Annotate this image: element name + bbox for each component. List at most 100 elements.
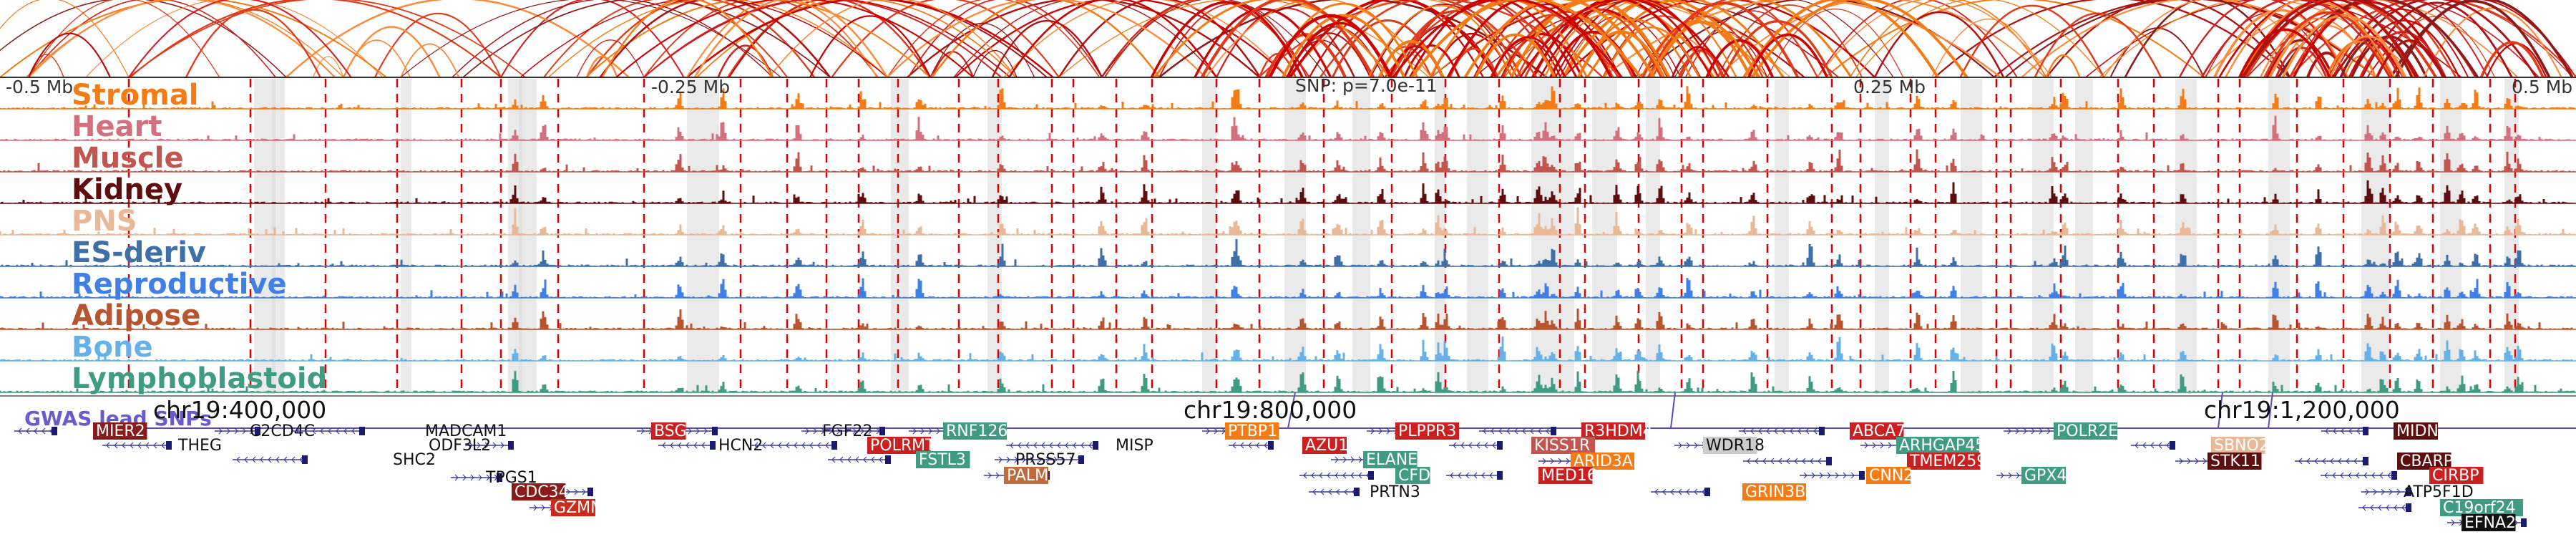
chromatin-arc — [1722, 20, 1833, 78]
signal-track-lymphoblastoid — [0, 370, 2576, 393]
highlight-band — [272, 79, 285, 394]
chromatin-arc — [1934, 0, 2290, 78]
chromatin-arc — [343, 39, 411, 78]
chromatin-arc — [0, 0, 130, 78]
chromatin-arc — [28, 0, 220, 78]
chromatin-arc — [185, 9, 321, 78]
gene-label: WDR18 — [1706, 437, 1765, 455]
signal-peaks — [0, 337, 2575, 361]
signal-peaks — [0, 149, 2575, 172]
strand-arrows — [236, 456, 303, 463]
chromatin-arc — [1649, 21, 1759, 78]
gene-label: RNF126 — [946, 422, 1008, 440]
strand-arrows — [1483, 427, 1550, 435]
chromatin-arc — [1205, 0, 1432, 78]
track-label-kidney: Kidney — [72, 173, 182, 206]
chromatin-arc — [2203, 0, 2519, 78]
chromatin-arc — [1491, 36, 1566, 78]
gene-label: POLR2E — [2057, 422, 2118, 440]
highlight-band — [1961, 79, 1982, 394]
gene-label: PALM — [1007, 467, 1048, 485]
chromatin-arc — [953, 0, 1217, 78]
strand-arrows — [1450, 472, 1501, 479]
gene-label-box — [1866, 467, 1911, 484]
highlight-band — [1646, 79, 1660, 394]
chromatin-arc — [519, 0, 888, 78]
gene-label: THEG — [177, 437, 222, 455]
gene-label-box — [2440, 499, 2523, 516]
gene-rnf126: RNF126 — [909, 422, 1008, 440]
highlight-band — [519, 79, 537, 394]
chromatin-arc — [585, 0, 931, 78]
chromatin-arc — [1586, 0, 1785, 78]
chromatin-arc — [686, 0, 1054, 78]
highlight-band — [1531, 79, 1574, 394]
gene-exon — [1819, 427, 1825, 435]
strand-arrows — [2298, 458, 2366, 465]
chromatin-arc — [1873, 11, 2005, 78]
gene-label: MIDN — [2396, 422, 2439, 440]
strand-arrows — [2325, 427, 2368, 435]
strand-arrows — [106, 442, 165, 449]
gene-label: PRTN3 — [1370, 483, 1420, 501]
chromatin-arc — [1101, 0, 1328, 78]
signal-peaks — [0, 207, 2575, 235]
coord-label-1: chr19:400,000 — [153, 396, 326, 424]
snp-pvalue-label: SNP: p=7.0e-11 — [1295, 75, 1438, 96]
gene-exon — [1551, 427, 1556, 435]
gene-label: ATP5F1D — [2404, 483, 2474, 501]
gene-exon — [710, 441, 716, 450]
chromatin-arc — [696, 0, 1017, 78]
gene-exon — [255, 427, 260, 435]
gene-label-box — [2021, 467, 2066, 484]
chromatin-arc — [548, 0, 888, 78]
chromatin-arc — [2479, 41, 2545, 78]
track-label-heart: Heart — [72, 110, 162, 143]
gwas-snp-tick — [1287, 392, 1296, 429]
gene-exon — [885, 455, 891, 464]
chromatin-arc — [1824, 0, 2205, 78]
gene-exon — [166, 441, 172, 450]
chromatin-arc — [1392, 0, 1623, 78]
strand-arrows — [2135, 442, 2170, 449]
signal-peaks — [0, 115, 2575, 140]
highlight-band — [401, 79, 411, 394]
chromatin-arc — [2034, 12, 2162, 78]
gene-label: FSTL3 — [919, 451, 966, 469]
signal-peaks — [0, 180, 2575, 203]
coord-label-3: chr19:1,200,000 — [2204, 396, 2400, 424]
chromatin-arc — [2200, 0, 2391, 78]
chromatin-arc — [1742, 0, 1939, 79]
gene-exon — [1826, 457, 1832, 465]
signal-track-reproductive — [0, 278, 2576, 299]
chromatin-arc — [1519, 0, 1730, 78]
gene-label-box — [1742, 483, 1806, 500]
strand-arrows — [1232, 442, 1268, 449]
gene-theg: THEG — [102, 437, 222, 455]
gwas-snp-tick — [1670, 392, 1676, 429]
gene-atp5f1d: ATP5F1D — [2361, 483, 2474, 501]
gene-label: EFNA2 — [2464, 514, 2516, 532]
strand-arrows — [1312, 488, 1356, 495]
gene-arhgap45: ARHGAP45 — [1860, 437, 1985, 455]
highlight-band — [2175, 79, 2197, 394]
strand-arrows — [1654, 488, 1706, 495]
axis-label-mid-left: -0.25 Mb — [651, 77, 730, 97]
gene-label: CNN2 — [1869, 467, 1913, 485]
chromatin-arc — [1194, 8, 1332, 78]
signal-track-pns — [0, 207, 2576, 236]
chromatin-arc — [1543, 13, 1669, 78]
chromatin-arc — [1678, 49, 1724, 78]
gene-mier2: MIER2 — [14, 422, 147, 440]
gene-prtn3: PRTN3 — [1309, 483, 1420, 501]
signal-peaks — [0, 370, 2575, 392]
chromatin-arc — [931, 51, 975, 78]
highlight-band — [1592, 79, 1617, 394]
gene-label-box — [551, 499, 595, 516]
gene-wdr18: WDR18 — [1674, 437, 1765, 455]
gene-exon — [2170, 441, 2175, 450]
gene-label: GRIN3B — [1745, 483, 1805, 501]
gene-cdc34: CDC34 — [512, 483, 593, 501]
track-label-adipose: Adipose — [72, 299, 200, 332]
chromatin-arc — [2325, 40, 2391, 78]
